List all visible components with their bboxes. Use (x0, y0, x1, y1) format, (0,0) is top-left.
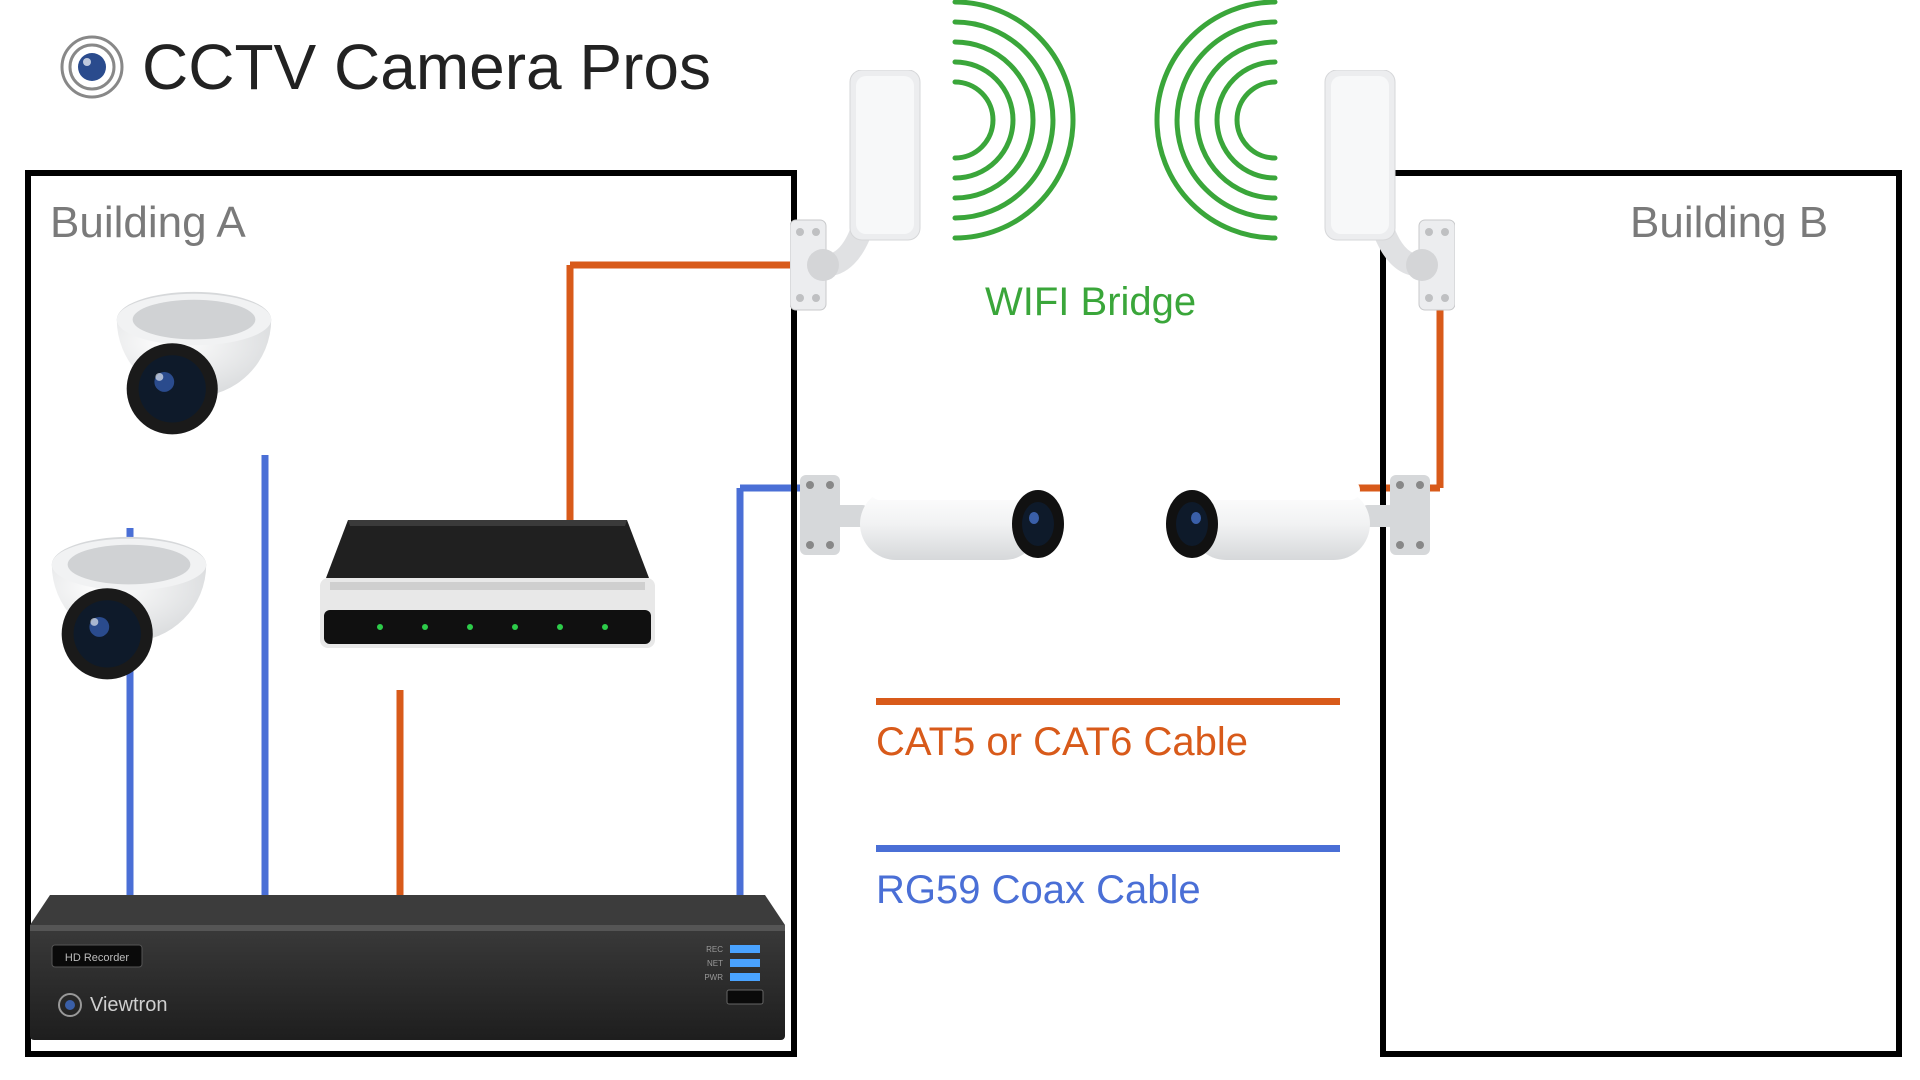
bullet-camera-b (1140, 460, 1430, 610)
building-a-label: Building A (50, 198, 246, 248)
legend-coax-text: RG59 Coax Cable (876, 868, 1201, 913)
svg-text:PWR: PWR (704, 973, 723, 982)
dvr-recorder: HD Recorder Viewtron REC NET PWR (30, 895, 785, 1040)
network-switch (320, 520, 655, 690)
bullet-camera-a (800, 460, 1090, 610)
legend-coax-line (876, 845, 1340, 852)
diagram-canvas: CCTV Camera Pros Building A Building B WIFI… (0, 0, 1920, 1080)
dome-camera-1 (95, 275, 293, 473)
brand-header: CCTV Camera Pros (60, 30, 711, 104)
brand-logo-icon (60, 35, 124, 99)
svg-text:Viewtron: Viewtron (90, 994, 167, 1016)
svg-text:REC: REC (706, 945, 723, 954)
building-b-box (1380, 170, 1902, 1057)
svg-text:NET: NET (707, 959, 723, 968)
wifi-bridge-label: WIFI Bridge (985, 280, 1196, 325)
legend-cat-text: CAT5 or CAT6 Cable (876, 720, 1248, 765)
dome-camera-2 (30, 520, 228, 718)
svg-text:HD Recorder: HD Recorder (65, 952, 130, 964)
legend-cat-line (876, 698, 1340, 705)
brand-name: CCTV Camera Pros (142, 30, 711, 104)
wifi-bridge-b (1275, 70, 1455, 350)
building-b-label: Building B (1630, 198, 1828, 248)
wifi-bridge-a (790, 70, 970, 350)
